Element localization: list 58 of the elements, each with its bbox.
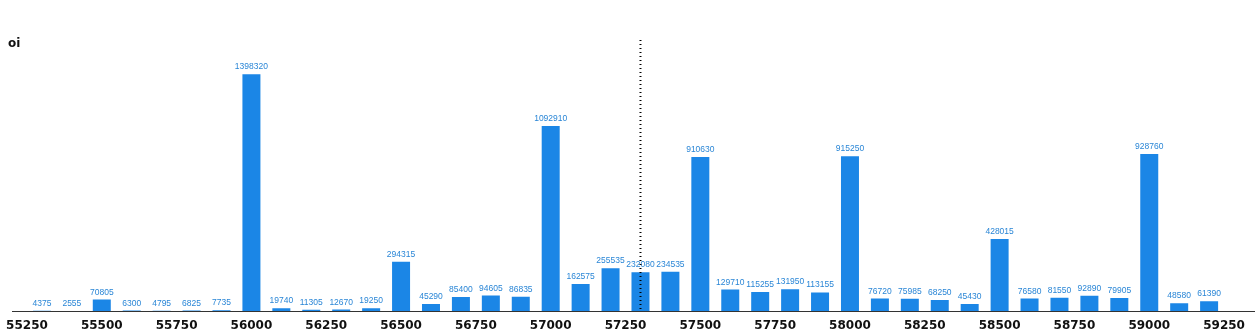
data-label: 81550 xyxy=(1047,284,1072,295)
data-label: 94605 xyxy=(479,282,503,293)
x-tick-label: 57250 xyxy=(604,317,647,332)
x-tick-label: 59250 xyxy=(1203,317,1245,332)
data-label: 75985 xyxy=(898,285,922,296)
x-tick-label: 57750 xyxy=(754,317,797,332)
data-label: 162575 xyxy=(566,271,596,282)
data-label: 45430 xyxy=(957,290,982,301)
data-label: 2555 xyxy=(62,298,82,309)
data-label: 19250 xyxy=(359,295,384,306)
data-label: 428015 xyxy=(985,226,1015,237)
data-label: 255535 xyxy=(596,255,625,266)
data-label: 48580 xyxy=(1167,290,1192,301)
data-label: 115255 xyxy=(746,279,775,290)
data-label: 79905 xyxy=(1107,285,1132,296)
data-label: 7735 xyxy=(212,297,232,308)
x-tick-label: 55750 xyxy=(155,317,198,332)
data-label: 6300 xyxy=(122,297,142,308)
data-label: 45290 xyxy=(419,291,444,302)
x-tick-label: 57500 xyxy=(679,317,722,332)
x-tick-label: 59000 xyxy=(1128,317,1171,332)
data-label: 232080 xyxy=(626,259,655,270)
x-tick-label: 58000 xyxy=(829,317,871,332)
x-tick-label: 56250 xyxy=(305,317,348,332)
x-tick-label: 58500 xyxy=(978,317,1021,332)
data-label: 68250 xyxy=(927,287,952,298)
y-axis-title: oi xyxy=(8,36,21,50)
data-label: 910630 xyxy=(686,144,715,155)
x-tick-label: 58750 xyxy=(1053,317,1096,332)
data-label: 4375 xyxy=(32,297,52,308)
data-label: 928760 xyxy=(1135,141,1164,152)
data-label: 1398320 xyxy=(234,61,269,72)
data-label: 915250 xyxy=(835,143,865,154)
x-tick-label: 55500 xyxy=(80,317,123,332)
data-label: 12670 xyxy=(329,296,354,307)
data-label: 92890 xyxy=(1077,282,1102,293)
data-label: 113155 xyxy=(806,279,835,290)
data-label: 76720 xyxy=(868,285,892,296)
data-label: 61390 xyxy=(1197,288,1222,299)
data-label: 76580 xyxy=(1017,285,1042,296)
data-label: 129710 xyxy=(716,276,745,287)
data-label: 85400 xyxy=(449,284,473,295)
data-label: 11305 xyxy=(299,296,324,307)
data-label: 70805 xyxy=(89,286,114,297)
data-label: 234535 xyxy=(656,258,685,269)
x-tick-label: 56750 xyxy=(455,317,497,332)
data-label: 4795 xyxy=(152,297,172,308)
x-tick-label: 55250 xyxy=(6,317,48,332)
data-label: 131950 xyxy=(775,276,805,287)
data-label: 6825 xyxy=(182,297,202,308)
x-tick-label: 57000 xyxy=(529,317,572,332)
x-tick-label: 56000 xyxy=(230,317,273,332)
data-label: 1092910 xyxy=(534,113,568,124)
x-tick-label: 58250 xyxy=(903,317,946,332)
data-label: 19740 xyxy=(269,295,294,306)
data-label: 294315 xyxy=(386,248,416,259)
x-tick-label: 56500 xyxy=(380,317,422,332)
data-label: 86835 xyxy=(508,283,533,294)
